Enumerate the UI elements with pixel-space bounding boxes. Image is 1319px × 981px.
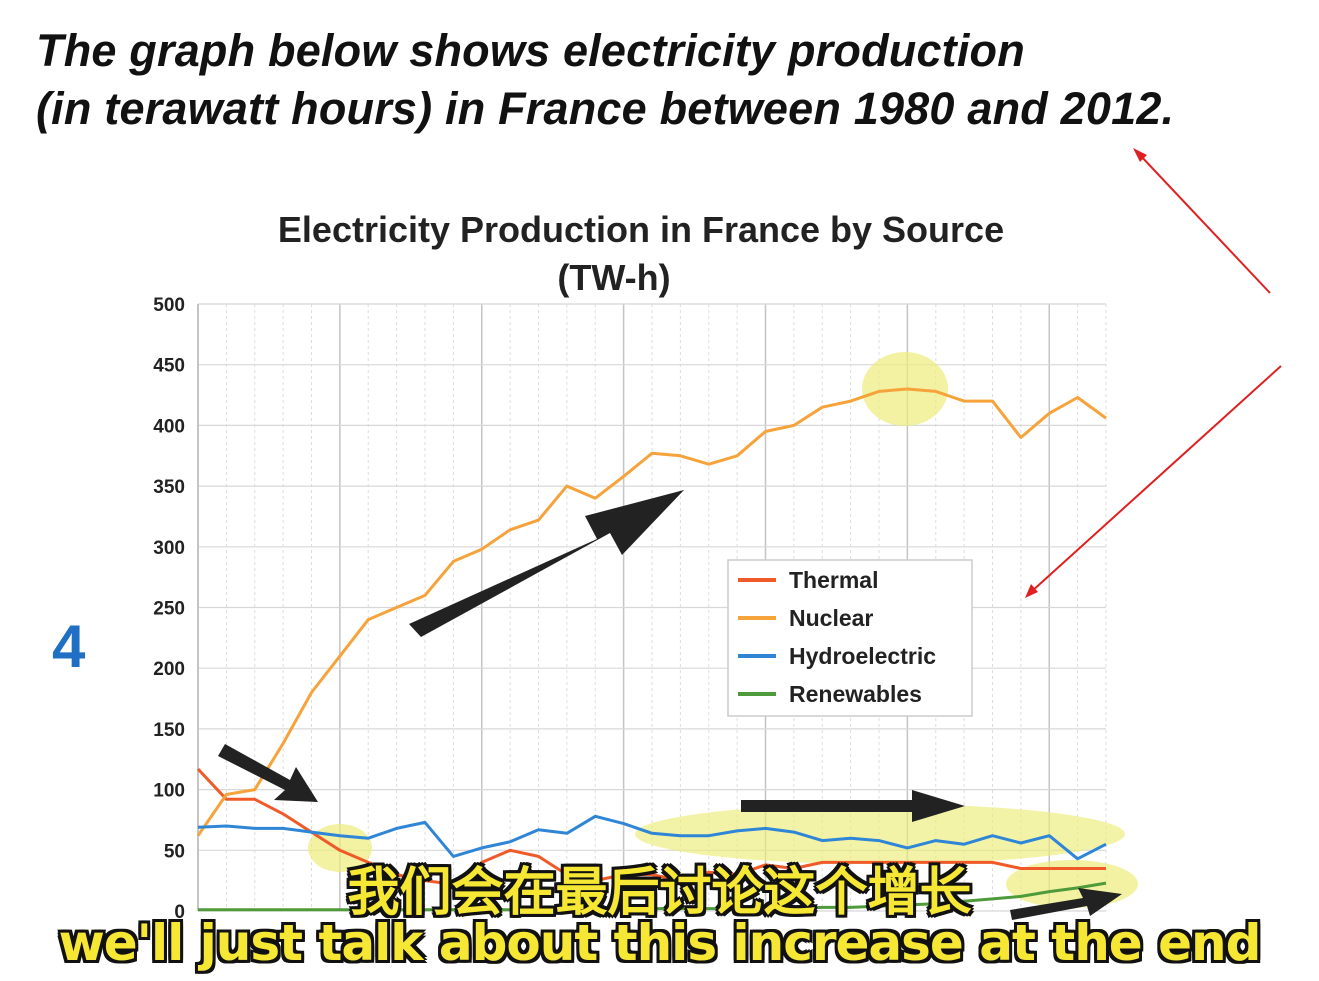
legend-box xyxy=(727,559,973,717)
y-tick-label: 150 xyxy=(153,720,185,741)
legend-label-hydroelectric: Hydroelectric xyxy=(789,643,936,669)
series-line-thermal xyxy=(196,767,1106,886)
legend: Thermal Nuclear Hydroelectric Renewables xyxy=(727,559,973,717)
slide-heading: The graph below shows electricity produc… xyxy=(36,22,1174,138)
series-line-hydroelectric xyxy=(197,814,1107,861)
chart-title: Electricity Production in France by Sour… xyxy=(278,209,1004,250)
y-tick-label: 200 xyxy=(153,659,185,680)
y-tick-label: 50 xyxy=(164,841,185,862)
y-tick-label: 400 xyxy=(153,416,185,437)
subtitle-english: we'll just talk about this increase at t… xyxy=(58,914,1262,972)
legend-label-nuclear: Nuclear xyxy=(789,605,873,631)
series-line-renewables xyxy=(198,881,1107,912)
red-pointer-line-2 xyxy=(1030,365,1282,593)
y-tick-label: 0 xyxy=(174,902,185,923)
slide-number: 4 xyxy=(52,613,86,680)
right-arrow xyxy=(741,790,965,822)
legend-label-thermal: Thermal xyxy=(789,567,878,593)
legend-label-renewables: Renewables xyxy=(789,681,922,707)
series-lines xyxy=(196,387,1107,912)
red-pointer-head-1 xyxy=(1133,148,1147,162)
down-right-arrow xyxy=(218,744,318,802)
renewables-arrow xyxy=(1010,888,1122,920)
y-tick-label: 250 xyxy=(153,599,185,620)
annotation-arrows xyxy=(218,148,1282,920)
slide-heading-line-1: The graph below shows electricity produc… xyxy=(36,25,1025,76)
red-pointer-line-1 xyxy=(1138,153,1271,294)
y-tick-label: 100 xyxy=(153,781,185,802)
highlight-hydro-band xyxy=(635,804,1125,864)
series-line-nuclear xyxy=(196,387,1107,837)
y-axis-ticks: 0 50 100 150 200 250 300 350 400 450 500 xyxy=(153,295,185,923)
chart-subtitle: (TW-h) xyxy=(557,257,670,298)
subtitle-chinese: 我们会在最后讨论这个增长 xyxy=(347,863,972,923)
y-tick-label: 350 xyxy=(153,477,185,498)
y-tick-label: 300 xyxy=(153,538,185,559)
y-tick-label: 500 xyxy=(153,295,185,316)
red-pointer-head-2 xyxy=(1025,584,1038,598)
y-tick-label: 450 xyxy=(153,356,185,377)
slide-heading-line-2: (in terawatt hours) in France between 19… xyxy=(36,83,1175,134)
big-up-arrow xyxy=(409,490,684,637)
